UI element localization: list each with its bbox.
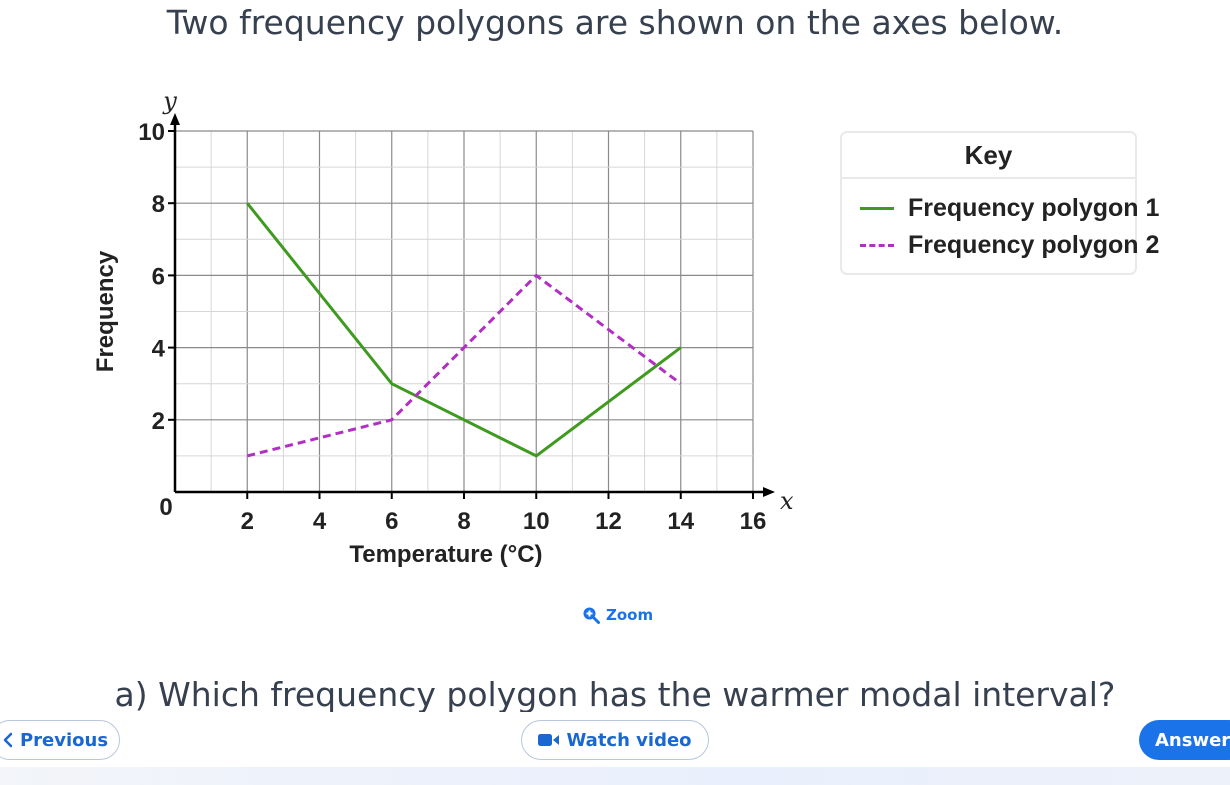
key-label: Frequency polygon 2 <box>908 231 1160 259</box>
x-tick-label: 12 <box>595 508 622 535</box>
chart-labels: 2 4 6 8 10 12 14 16 2 4 6 8 10 0 x y Temperature (°C) Fre… <box>92 87 794 568</box>
y-tick-label: 10 <box>138 119 165 146</box>
chevron-left-icon <box>3 732 13 748</box>
x-axis-symbol: x <box>780 487 794 515</box>
y-axis-symbol: y <box>162 87 177 115</box>
previous-button[interactable]: Previous <box>0 720 120 760</box>
watch-video-button[interactable]: Watch video <box>521 720 709 760</box>
video-camera-icon <box>538 734 560 746</box>
key-item-polygon-1: Frequency polygon 1 <box>842 193 1159 223</box>
x-axis-title: Temperature (°C) <box>349 541 542 568</box>
frequency-polygon-chart: 2 4 6 8 10 12 14 16 2 4 6 8 10 0 x y Temperature (°C) Fre… <box>92 87 794 568</box>
key-label: Frequency polygon 1 <box>908 194 1160 222</box>
key-title: Key <box>842 133 1135 179</box>
x-axis-arrow <box>763 487 775 497</box>
series-line-polygon-1 <box>246 202 682 458</box>
chart-series <box>246 202 682 458</box>
x-tick-label: 4 <box>313 508 327 535</box>
key-item-polygon-2: Frequency polygon 2 <box>842 230 1159 260</box>
x-tick-label: 14 <box>667 508 694 535</box>
x-tick-label: 10 <box>523 508 550 535</box>
chart-key: Key Frequency polygon 1 Frequency polygo… <box>840 131 1159 275</box>
zoom-in-icon <box>583 607 600 624</box>
y-tick-label: 6 <box>152 263 165 290</box>
answer-label: Answer <box>1155 729 1230 751</box>
x-tick-label: 6 <box>385 508 398 535</box>
x-tick-label: 16 <box>740 508 767 535</box>
key-swatch-dashed <box>860 244 894 247</box>
watch-video-label: Watch video <box>566 729 692 751</box>
y-axis-title: Frequency <box>92 250 119 372</box>
x-tick-label: 8 <box>457 508 470 535</box>
series-line-polygon-2 <box>246 273 682 458</box>
key-swatch-solid <box>860 207 894 210</box>
answer-button[interactable]: Answer <box>1139 720 1230 760</box>
chart-axes <box>168 113 775 499</box>
y-tick-label: 4 <box>152 336 166 363</box>
question-text: a) Which frequency polygon has the warme… <box>114 675 1116 712</box>
zoom-button[interactable]: Zoom <box>582 604 653 626</box>
y-tick-label: 2 <box>152 408 165 435</box>
y-axis-arrow <box>170 113 180 125</box>
bottom-strip <box>0 767 1230 785</box>
y-tick-label: 8 <box>152 191 165 218</box>
x-tick-label: 2 <box>241 508 254 535</box>
previous-label: Previous <box>19 729 109 751</box>
intro-text: Two frequency polygons are shown on the … <box>166 3 1064 42</box>
chart-grid <box>175 130 754 492</box>
zoom-label: Zoom <box>606 606 654 624</box>
origin-label: 0 <box>159 494 172 521</box>
